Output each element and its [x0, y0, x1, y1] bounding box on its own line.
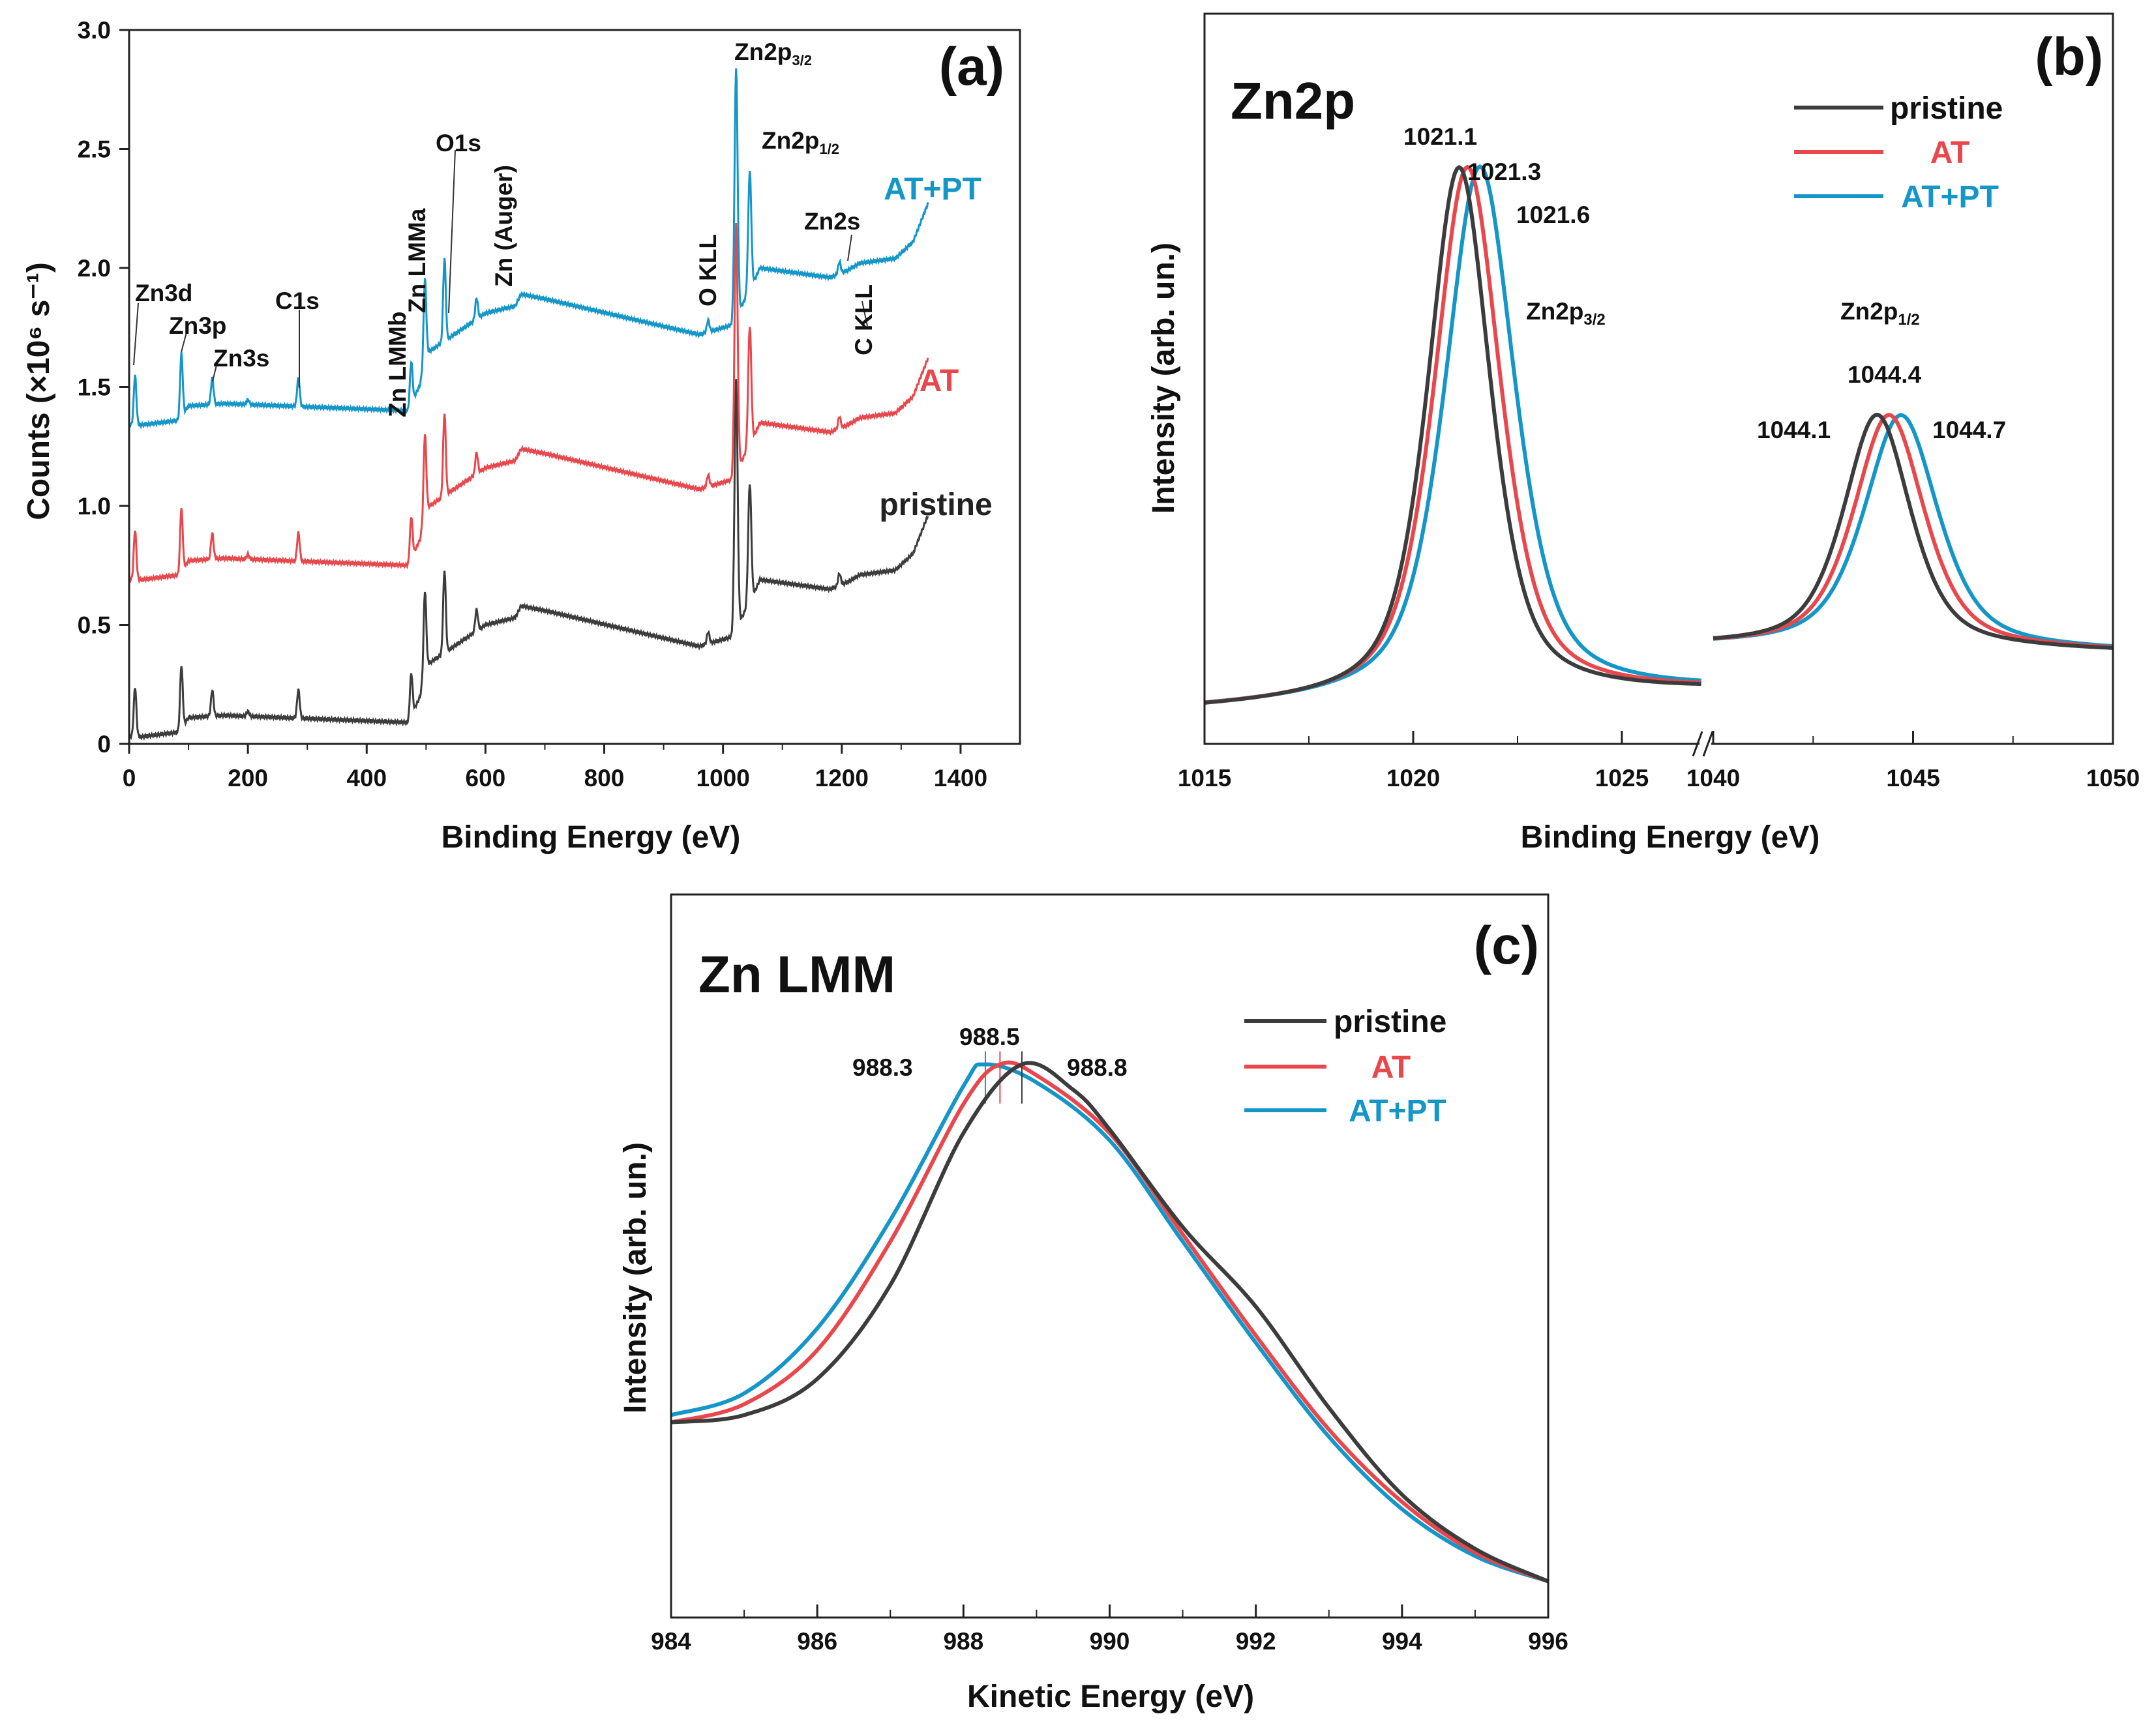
- label-zn3p: Zn3p: [169, 312, 226, 339]
- x-tick-label: 984: [651, 1628, 691, 1655]
- label-zn-lmmb: Zn LMMb: [384, 312, 411, 417]
- y-tick-label: 0.5: [78, 612, 111, 639]
- label-zn2p12: Zn2p1/2: [1840, 298, 1920, 329]
- panel-c-ylabel: Intensity (arb. un.): [618, 1142, 653, 1413]
- x-tick-label: 1040: [1686, 765, 1740, 791]
- x-tick-label: 1400: [934, 765, 987, 791]
- panel-a-xlabel: Binding Energy (eV): [442, 820, 741, 855]
- label-zn3s: Zn3s: [213, 345, 269, 372]
- x-tick-label: 1015: [1178, 765, 1231, 791]
- panel-c-zn-lmm: 984 986 988 990 992 994 996 Zn LMM (c) Kinetic…: [618, 893, 1568, 1714]
- label-zn2p32: Zn2p3/2: [734, 38, 812, 68]
- panel-b-title: Zn2p: [1231, 72, 1355, 130]
- x-tick-label: 400: [346, 765, 387, 791]
- series-line-at: [128, 223, 929, 584]
- series-line-atppt: [128, 68, 929, 430]
- panel-b-zn2p: 1015 1020 1025 1040 1045 1050 Zn2p (b) Bindin…: [1146, 12, 2140, 855]
- peak-label-1044-7: 1044.7: [1932, 417, 2006, 443]
- y-tick-label: 1.5: [78, 374, 111, 401]
- x-tick-label: 0: [123, 765, 136, 791]
- peak-label-988-5: 988.5: [959, 1024, 1020, 1050]
- panel-b-letter: (b): [2035, 27, 2103, 87]
- panel-b-legend: pristine AT AT+PT: [1794, 91, 2003, 214]
- x-tick-label: 800: [584, 765, 625, 791]
- panel-b-frame: [1203, 12, 2114, 745]
- y-tick-label: 1.0: [78, 493, 111, 520]
- x-tick-label: 986: [797, 1628, 837, 1655]
- y-tick-label: 0: [97, 731, 111, 758]
- legend-label-pristine: pristine: [1334, 1005, 1446, 1039]
- x-tick-label: 1200: [815, 765, 869, 791]
- x-tick-label: 600: [466, 765, 506, 791]
- x-tick-label: 1045: [1886, 765, 1939, 791]
- panel-b-xlabel: Binding Energy (eV): [1521, 820, 1820, 855]
- label-o1s: O1s: [436, 130, 481, 156]
- panel-c-legend: pristine AT AT+PT: [1244, 1005, 1446, 1129]
- x-tick-label: 988: [943, 1628, 983, 1655]
- panel-a-ylabel: Counts (×10⁶ s⁻¹): [22, 262, 56, 520]
- label-zn2p32: Zn2p3/2: [1526, 298, 1606, 329]
- label-zn2s: Zn2s: [804, 208, 860, 235]
- panel-c-letter: (c): [1474, 916, 1539, 975]
- peak-label-1044-4: 1044.4: [1848, 361, 1922, 388]
- panel-b-ylabel: Intensity (arb. un.): [1146, 243, 1181, 514]
- label-c1s: C1s: [275, 288, 320, 314]
- panel-c-xlabel: Kinetic Energy (eV): [967, 1679, 1254, 1714]
- label-o-kll: O KLL: [695, 234, 721, 306]
- label-zn-auger: Zn (Auger): [490, 165, 517, 287]
- series-line-at: [670, 1060, 1550, 1584]
- series-line-at-zn2p12: [1713, 413, 2114, 649]
- legend-label-at: AT: [1371, 1050, 1411, 1085]
- panel-a-letter: (a): [939, 37, 1004, 96]
- x-tick-label: 1025: [1595, 765, 1649, 791]
- series-label-at: AT: [920, 364, 959, 398]
- series-label-atpt: AT+PT: [884, 172, 981, 207]
- label-zn-lmma: Zn LMMa: [404, 208, 430, 313]
- peak-label-1021-6: 1021.6: [1516, 201, 1590, 228]
- legend-label-at: AT: [1930, 136, 1969, 170]
- peak-label-988-8: 988.8: [1067, 1054, 1128, 1081]
- panel-a-frame: [128, 29, 1021, 745]
- x-tick-label: 200: [228, 765, 268, 791]
- annotation-leaders: [133, 149, 868, 388]
- series-line-pristine: [128, 379, 929, 741]
- label-zn3d: Zn3d: [135, 280, 192, 306]
- x-tick-label: 1000: [696, 765, 750, 791]
- series-label-pristine: pristine: [879, 488, 992, 522]
- series-line-pristine-zn2p12: [1713, 413, 2114, 650]
- peak-label-1044-1: 1044.1: [1757, 417, 1831, 443]
- x-tick-label: 996: [1528, 1628, 1568, 1655]
- peak-label-988-3: 988.3: [852, 1054, 913, 1081]
- y-tick-label: 2.0: [78, 255, 111, 282]
- axis-break-icon: [1692, 731, 1714, 757]
- x-tick-label: 994: [1382, 1628, 1422, 1655]
- label-zn2p12: Zn2p1/2: [762, 127, 839, 157]
- y-tick-label: 2.5: [78, 136, 111, 163]
- series-line-pristine-zn2p32: [1204, 164, 1701, 705]
- legend-label-atpt: AT+PT: [1901, 180, 1999, 214]
- series-line-atppt: [670, 1062, 1549, 1584]
- x-tick-label: 990: [1090, 1628, 1130, 1655]
- series-line-atppt-zn2p32: [1204, 164, 1701, 705]
- series-line-atppt-zn2p12: [1713, 413, 2114, 648]
- peak-label-1021-1: 1021.1: [1403, 123, 1477, 150]
- series-line-at-zn2p32: [1204, 164, 1701, 705]
- legend-label-pristine: pristine: [1890, 91, 2003, 126]
- series-line-pristine: [670, 1061, 1550, 1584]
- x-tick-label: 1020: [1386, 765, 1440, 791]
- label-c-kll: C KLL: [850, 284, 877, 355]
- panel-c-title: Zn LMM: [698, 945, 895, 1003]
- legend-label-atpt: AT+PT: [1349, 1094, 1446, 1129]
- panel-a-survey: 0 200 400 600 800 1000 1200 1400 0 0.5 1.0 1.5 2.0 2.…: [22, 17, 1021, 855]
- x-tick-label: 992: [1236, 1628, 1276, 1655]
- peak-label-1021-3: 1021.3: [1467, 158, 1541, 185]
- x-tick-label: 1050: [2086, 765, 2140, 791]
- y-tick-label: 3.0: [78, 17, 111, 44]
